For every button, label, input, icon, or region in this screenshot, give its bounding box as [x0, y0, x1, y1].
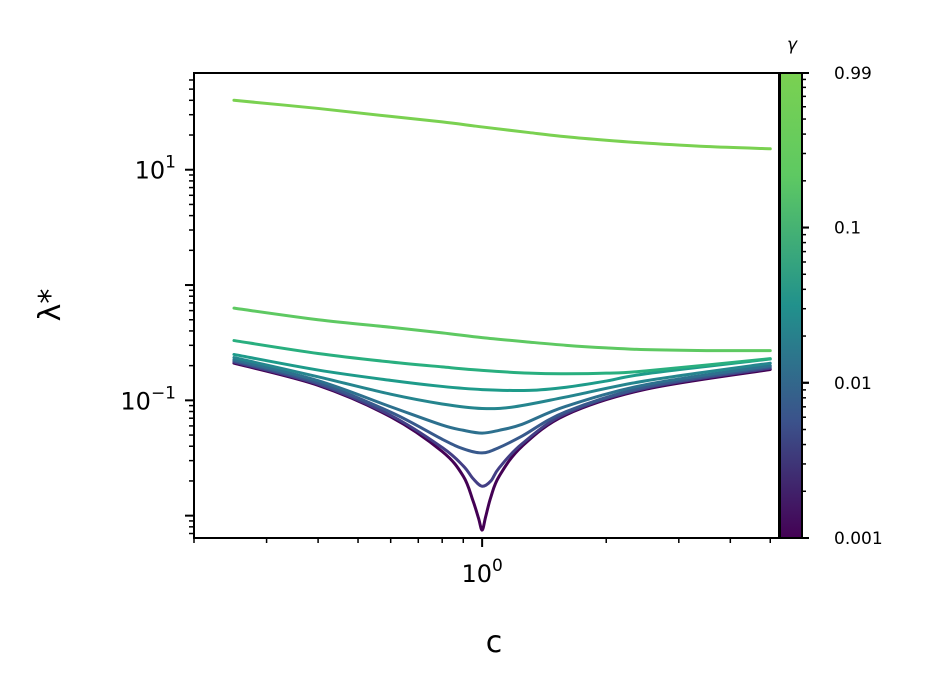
series-line-2	[232, 359, 772, 455]
colorbar-tick-label: 0.99	[834, 64, 872, 84]
colorbar-tick-label: 0.1	[834, 219, 861, 239]
y-tick-label: 10−1	[120, 383, 176, 415]
series-line-6	[232, 339, 772, 376]
y-axis: 101 10−1	[120, 79, 194, 535]
x-axis-label: c	[486, 625, 503, 660]
series-group	[232, 98, 772, 532]
series-line-3	[232, 358, 772, 435]
series-line-7	[232, 306, 772, 353]
colorbar: γ 0.99 0.1 0.01 0.001	[779, 35, 883, 549]
series-line-5	[232, 352, 772, 393]
colorbar-ticks: 0.99 0.1 0.01 0.001	[802, 64, 883, 549]
x-tick-label: 100	[461, 556, 502, 588]
series-line-4	[232, 356, 772, 411]
series-line-8	[232, 98, 772, 151]
colorbar-gradient	[779, 72, 803, 539]
y-tick-label: 101	[135, 153, 176, 185]
x-axis: 100	[193, 538, 772, 588]
plot-area	[193, 72, 780, 539]
colorbar-tick-label: 0.001	[834, 529, 883, 549]
colorbar-tick-label: 0.01	[834, 374, 872, 394]
y-axis-label: λ*	[33, 289, 68, 322]
colorbar-label: γ	[787, 35, 798, 55]
